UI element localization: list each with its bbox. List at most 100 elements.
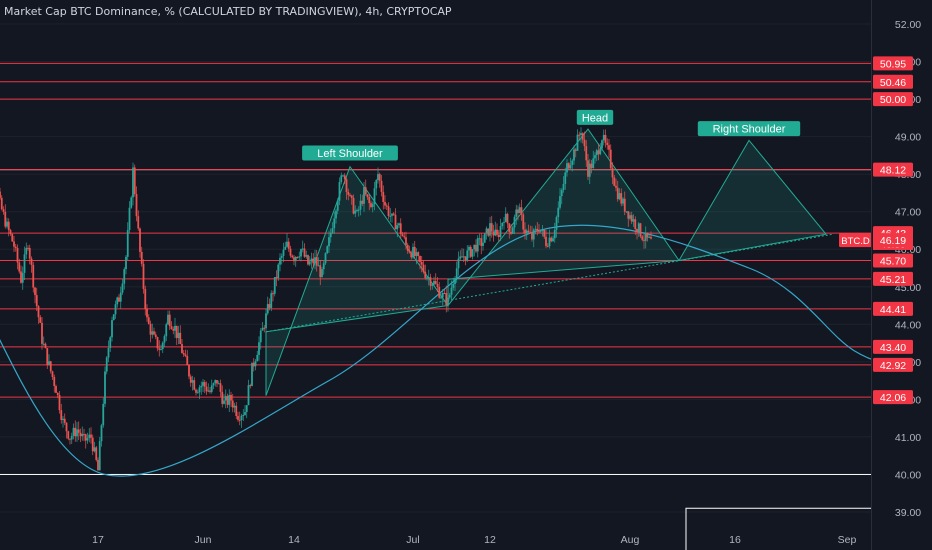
candle-body [81, 434, 84, 437]
candle-body [9, 230, 12, 235]
candle-body [371, 204, 374, 208]
candle-body [396, 225, 399, 230]
y-tick-label: 39.00 [895, 507, 921, 519]
candle-body [240, 415, 243, 420]
candle-body [483, 233, 486, 243]
candle-body [7, 221, 10, 231]
candle-body [343, 175, 346, 180]
candle-body [18, 262, 21, 272]
candle-body [270, 293, 273, 308]
candle-body [39, 317, 42, 323]
candle-body [581, 133, 584, 140]
candle-body [646, 232, 649, 238]
candle-body [636, 228, 638, 233]
candle-body [613, 177, 616, 186]
candle-body [205, 386, 208, 392]
candle-body [13, 241, 15, 247]
candle-body [375, 180, 378, 189]
y-tick-label: 44.00 [895, 319, 921, 331]
candle-body [179, 332, 182, 345]
candle-body [363, 187, 365, 204]
candle-body [520, 207, 523, 215]
candle-body [399, 223, 402, 235]
candle-body [345, 179, 348, 192]
candle-body [368, 197, 371, 204]
candle-body [147, 317, 150, 324]
candle-body [518, 207, 521, 214]
level-badge [873, 74, 913, 89]
candle-body [485, 228, 488, 234]
candle-body [508, 223, 511, 232]
candle-body [347, 191, 350, 195]
candle-body [576, 134, 579, 151]
y-tick-label: 49.00 [895, 132, 921, 144]
candle-body [438, 286, 441, 298]
candle-body [144, 288, 147, 309]
candle-body [56, 392, 59, 395]
candle-body [387, 206, 390, 216]
candle-body [545, 236, 547, 246]
candle-body [522, 214, 525, 230]
candle-body [499, 226, 502, 237]
candle-body [289, 248, 292, 256]
candle-body [263, 327, 266, 329]
candle-body [471, 249, 474, 257]
candle-body [504, 213, 507, 222]
candle-body [366, 194, 369, 198]
candle-body [298, 256, 301, 258]
candle-body [546, 245, 549, 247]
candle-body [441, 293, 444, 298]
candle-body [492, 231, 495, 236]
candle-body [623, 198, 626, 212]
candle-body [459, 256, 462, 259]
candle-body [482, 242, 484, 246]
candle-body [319, 265, 322, 278]
candle-body [434, 280, 437, 284]
candle-body [44, 343, 47, 349]
candle-body [314, 257, 316, 264]
candle-body [245, 405, 248, 413]
candle-body [382, 191, 385, 202]
candle-body [83, 434, 85, 436]
candle-body [116, 297, 119, 305]
candle-body [219, 383, 222, 392]
candle-body [336, 200, 339, 211]
candle-body [468, 246, 470, 251]
candle-body [555, 217, 558, 230]
candle-body [497, 234, 500, 237]
candle-body [611, 167, 614, 178]
candle-body [525, 230, 528, 234]
x-tick-label: 16 [729, 534, 741, 546]
x-tick-label: 14 [288, 534, 300, 546]
pattern-label-left-shoulder: Left Shoulder [302, 145, 398, 161]
candle-body [168, 314, 171, 327]
candle-body [216, 380, 218, 384]
candle-body [559, 196, 561, 208]
level-badge-label: 45.21 [880, 274, 906, 286]
candle-body [167, 314, 169, 325]
candle-body [419, 255, 421, 262]
candle-body [259, 330, 262, 343]
candle-body [424, 271, 427, 278]
candle-body [433, 280, 435, 285]
candle-body [70, 435, 73, 440]
candle-body [406, 244, 409, 251]
candle-body [461, 256, 463, 258]
candle-body [69, 438, 71, 440]
candle-body [32, 264, 35, 288]
candle-body [356, 209, 358, 211]
level-badge [873, 339, 913, 354]
candle-body [0, 197, 3, 210]
candle-body [557, 207, 560, 218]
candle-body [158, 348, 161, 350]
candle-body [464, 256, 467, 261]
candle-body [140, 251, 143, 264]
candle-body [48, 361, 50, 365]
candle-body [562, 183, 565, 191]
candle-body [378, 174, 381, 181]
candle-body [592, 158, 595, 169]
candle-body [342, 175, 344, 177]
candle-body [317, 265, 320, 267]
candle-body [88, 434, 91, 439]
